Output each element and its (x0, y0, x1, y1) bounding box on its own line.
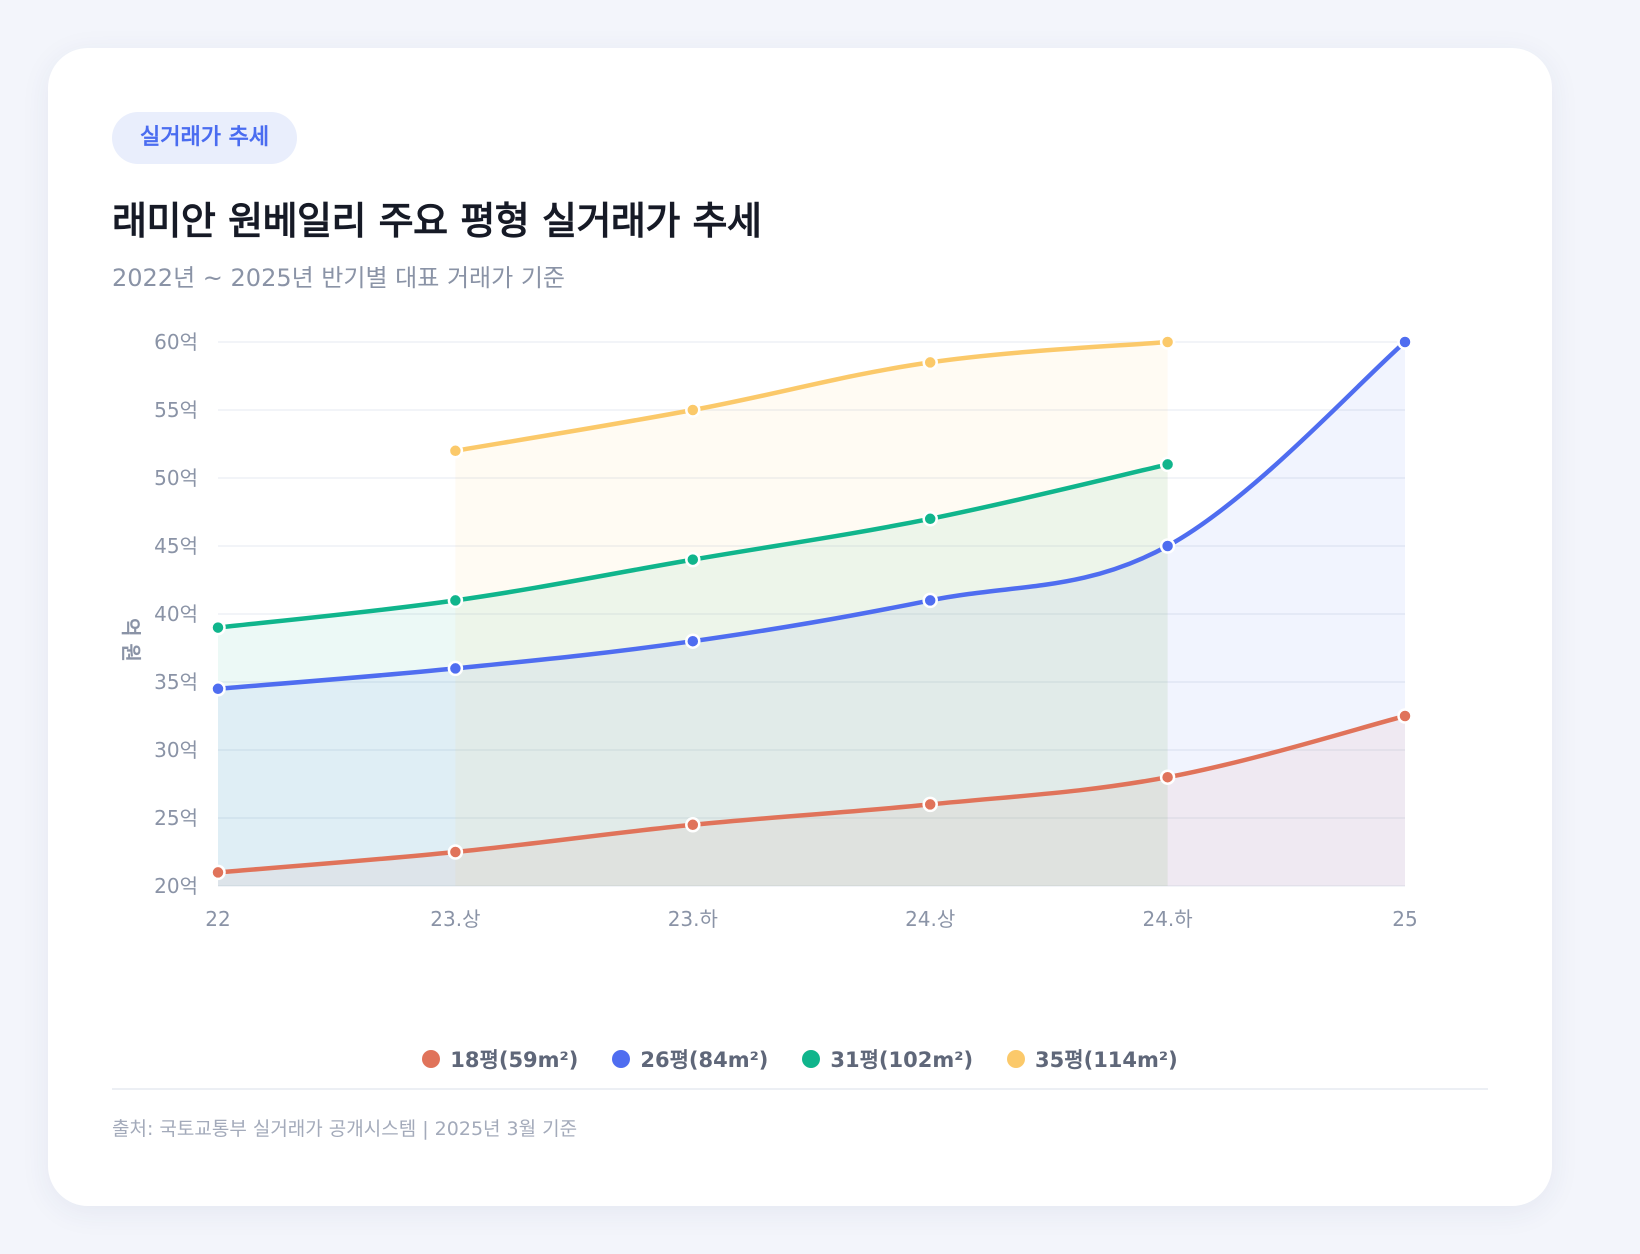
data-point[interactable] (685, 633, 701, 649)
source-note: 출처: 국토교통부 실거래가 공개시스템 | 2025년 3월 기준 (112, 1118, 578, 1140)
data-point[interactable] (447, 443, 464, 459)
legend-label: 18평(59m²) (450, 1048, 579, 1072)
series-area (218, 342, 1405, 886)
data-point[interactable] (1159, 769, 1176, 785)
x-tick-label: 23.상 (430, 907, 480, 931)
data-point[interactable] (1397, 708, 1413, 724)
x-tick-label: 24.하 (1142, 907, 1192, 931)
series-area (218, 716, 1405, 886)
y-tick-label: 55억 (154, 398, 198, 422)
y-tick-label: 50억 (154, 466, 198, 490)
data-point[interactable] (922, 511, 938, 527)
data-point[interactable] (447, 844, 464, 860)
data-point[interactable] (210, 864, 226, 881)
data-point[interactable] (685, 402, 701, 418)
data-point[interactable] (922, 354, 938, 371)
series-line (453, 339, 1170, 454)
data-point[interactable] (1397, 334, 1413, 350)
data-point[interactable] (1159, 538, 1176, 554)
series-line (215, 339, 1408, 692)
legend-label: 31평(102m²) (830, 1048, 974, 1072)
data-point[interactable] (922, 592, 938, 609)
data-point[interactable] (210, 619, 226, 636)
legend-dot-icon (422, 1050, 441, 1068)
data-point[interactable] (685, 817, 701, 833)
x-axis-ticks: 22 23.상 23.하 24.상 24.하 25 (205, 907, 1417, 931)
x-tick-label: 23.하 (668, 907, 718, 931)
legend-item[interactable]: 18평(59m²) (422, 1044, 578, 1074)
x-tick-label: 25 (1392, 907, 1417, 931)
y-tick-label: 20억 (154, 874, 198, 898)
series-area (218, 464, 1168, 886)
y-tick-label: 60억 (154, 330, 198, 354)
chart-title: 래미안 원베일리 주요 평형 실거래가 추세 (112, 199, 762, 243)
y-axis-label: 억 원 (119, 618, 143, 662)
grid-lines (218, 341, 1405, 887)
chart-subtitle: 2022년 ~ 2025년 반기별 대표 거래가 기준 (112, 264, 565, 292)
y-tick-label: 40억 (154, 602, 198, 626)
legend-item[interactable]: 35평(114m²) (1007, 1044, 1178, 1074)
data-point[interactable] (210, 681, 226, 697)
y-tick-label: 30억 (154, 738, 198, 762)
y-tick-label: 35억 (154, 670, 198, 694)
footer-divider (112, 1088, 1488, 1090)
series-areas (218, 342, 1405, 886)
data-point[interactable] (447, 592, 464, 609)
y-tick-label: 25억 (154, 806, 198, 830)
data-point[interactable] (447, 660, 464, 677)
series-points (210, 334, 1413, 881)
data-point[interactable] (922, 796, 938, 813)
y-tick-label: 45억 (154, 534, 198, 558)
legend-dot-icon (612, 1050, 631, 1068)
series-area (455, 342, 1168, 886)
series-line (215, 713, 1408, 875)
data-point[interactable] (1159, 334, 1176, 350)
legend-dot-icon (1007, 1050, 1026, 1068)
data-point[interactable] (685, 551, 701, 568)
legend-item[interactable]: 31평(102m²) (802, 1044, 973, 1074)
legend-item[interactable]: 26평(84m²) (612, 1044, 768, 1074)
legend-label: 35평(114m²) (1035, 1048, 1178, 1072)
y-axis-ticks: 20억 25억 30억 35억 40억 45억 50억 55억 60억 (154, 330, 198, 898)
legend-dot-icon (802, 1050, 821, 1068)
line-chart: 20억 25억 30억 35억 40억 45억 50억 55억 60억 22 23.상 23.하 24… (119, 330, 1418, 931)
chart-legend: 18평(59m²) 26평(84m²) 31평(102m²) 35평(114m²) (48, 1044, 1552, 1074)
series-lines (215, 339, 1408, 875)
x-tick-label: 24.상 (905, 907, 955, 931)
data-point[interactable] (1159, 456, 1176, 473)
category-badge: 실거래가 추세 (112, 112, 298, 164)
chart-card: 실거래가 추세 래미안 원베일리 주요 평형 실거래가 추세 2022년 ~ 2… (48, 48, 1552, 1206)
legend-label: 26평(84m²) (640, 1048, 769, 1072)
x-tick-label: 22 (205, 907, 230, 931)
